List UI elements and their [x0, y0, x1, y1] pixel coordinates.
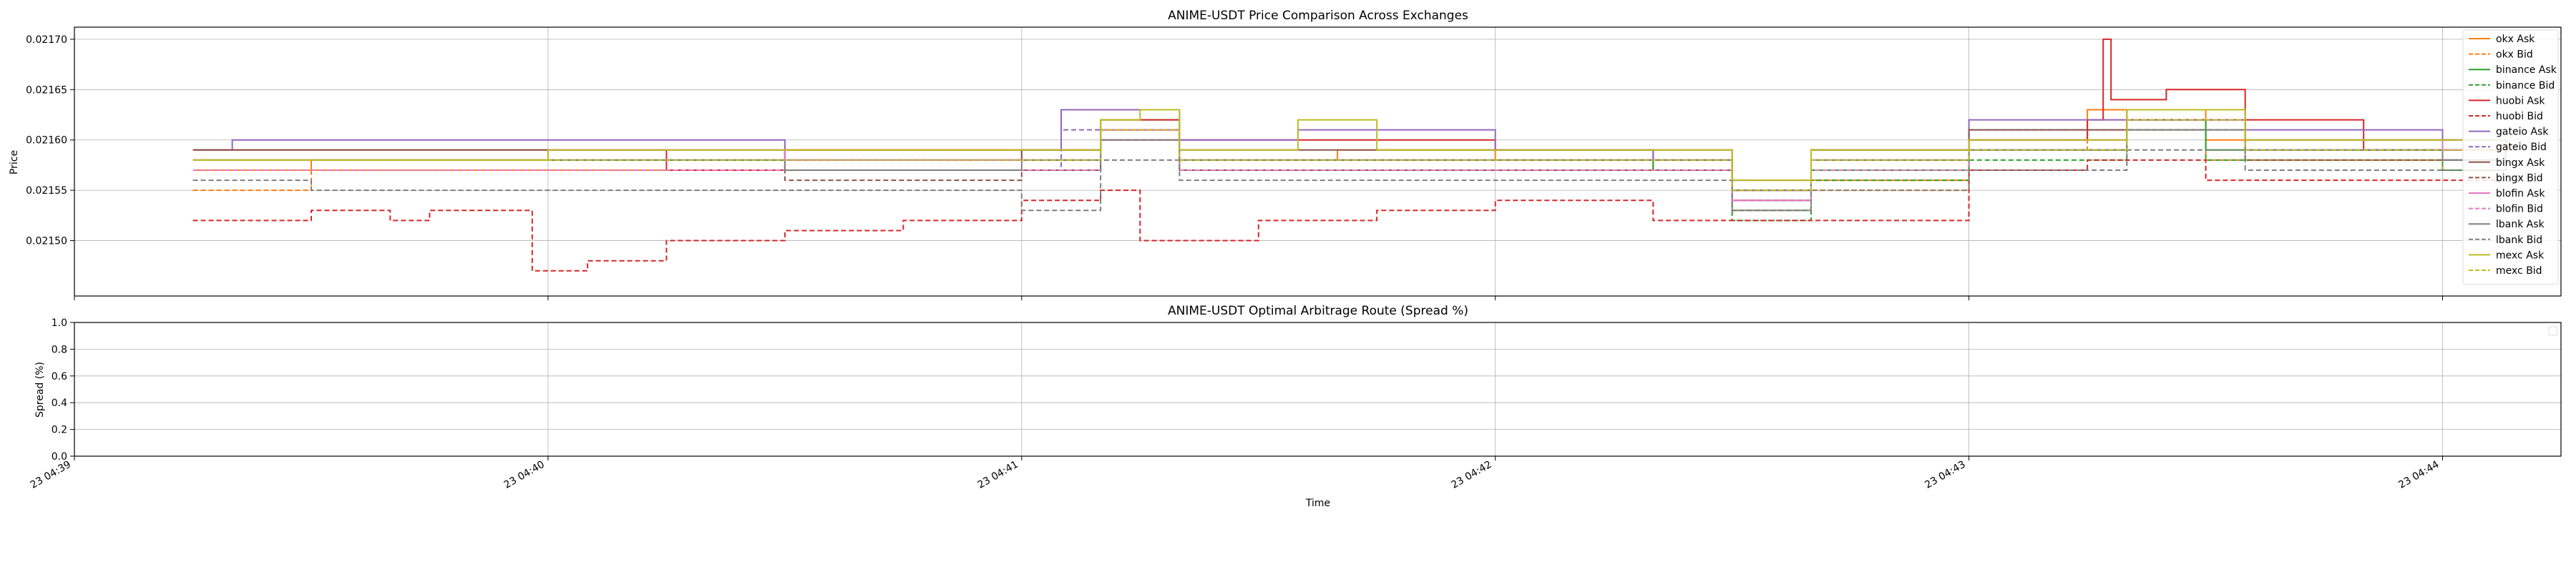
- legend-label: okx Ask: [2496, 34, 2535, 45]
- price-y-ticks: 0.02150 0.02155 0.02160 0.02165 0.02170: [26, 34, 74, 247]
- price-panel: ANIME-USDT Price Comparison Across Excha…: [9, 9, 2562, 300]
- legend-label: bingx Bid: [2496, 172, 2543, 184]
- legend-label: bingx Ask: [2496, 157, 2545, 169]
- series-line-mexc-bid[interactable]: [192, 119, 2506, 192]
- y-tick-label: 0.4: [52, 398, 67, 409]
- legend-label: mexc Bid: [2496, 265, 2542, 277]
- price-legend: okx Ask okx Bid binance Ask binance Bid huob…: [2462, 29, 2559, 285]
- legend-label: gateio Bid: [2496, 142, 2547, 153]
- y-tick-label: 0.2: [52, 425, 67, 436]
- y-tick-label: 0.02150: [26, 236, 67, 247]
- legend-label: gateio Ask: [2496, 127, 2549, 138]
- legend-label: blofin Ask: [2496, 188, 2545, 199]
- y-tick-label: 0.02170: [26, 34, 67, 46]
- legend-label: lbank Bid: [2496, 235, 2542, 246]
- price-y-axis-label: Price: [9, 150, 20, 174]
- spread-x-axis-label: Time: [1305, 498, 1330, 509]
- price-plot-frame: [74, 26, 2562, 297]
- legend-label: binance Bid: [2496, 80, 2555, 92]
- y-tick-label: 0.8: [52, 344, 67, 355]
- y-tick-label: 0.0: [52, 451, 67, 463]
- legend-label: okx Bid: [2496, 49, 2533, 61]
- legend-label: lbank Ask: [2496, 219, 2545, 230]
- y-tick-label: 1.0: [52, 317, 67, 329]
- spread-chart-title: ANIME-USDT Optimal Arbitrage Route (Spre…: [1168, 304, 1468, 318]
- price-chart-title: ANIME-USDT Price Comparison Across Excha…: [1168, 9, 1468, 23]
- y-tick-label: 0.02155: [26, 185, 67, 197]
- spread-y-axis-label: Spread (%): [34, 362, 46, 418]
- series-line-bingx-bid[interactable]: [192, 129, 2506, 202]
- y-tick-label: 0.02160: [26, 135, 67, 147]
- price-series-lines[interactable]: [192, 38, 2507, 272]
- spread-y-ticks: 0.0 0.2 0.4 0.6 0.8 1.0: [52, 317, 74, 463]
- series-line-lbank-bid[interactable]: [192, 149, 2506, 212]
- legend-label: huobi Bid: [2496, 111, 2543, 122]
- legend-label: blofin Bid: [2496, 204, 2543, 215]
- legend-label: mexc Ask: [2496, 250, 2545, 261]
- price-x-ticks: [74, 296, 2444, 300]
- y-tick-label: 0.6: [52, 371, 67, 383]
- legend-label: binance Ask: [2496, 64, 2557, 76]
- spread-legend-box: [2548, 326, 2558, 336]
- legend-label: huobi Ask: [2496, 95, 2545, 107]
- y-tick-label: 0.02165: [26, 84, 67, 96]
- series-line-huobi-bid[interactable]: [192, 159, 2506, 272]
- legend-box: [2462, 29, 2559, 285]
- spread-plot-frame: [74, 322, 2562, 457]
